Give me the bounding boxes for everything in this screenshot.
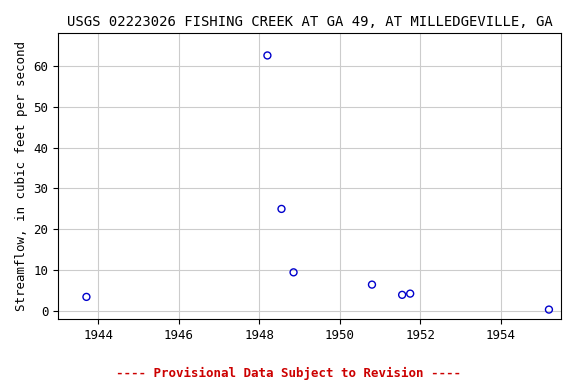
Point — [406, 291, 415, 297]
Point — [367, 281, 377, 288]
Point — [263, 52, 272, 58]
Point — [397, 292, 407, 298]
Point — [289, 269, 298, 275]
Y-axis label: Streamflow, in cubic feet per second: Streamflow, in cubic feet per second — [15, 41, 28, 311]
Point — [277, 206, 286, 212]
Text: ---- Provisional Data Subject to Revision ----: ---- Provisional Data Subject to Revisio… — [116, 367, 460, 380]
Point — [544, 306, 554, 313]
Title: USGS 02223026 FISHING CREEK AT GA 49, AT MILLEDGEVILLE, GA: USGS 02223026 FISHING CREEK AT GA 49, AT… — [67, 15, 552, 29]
Point — [82, 294, 91, 300]
